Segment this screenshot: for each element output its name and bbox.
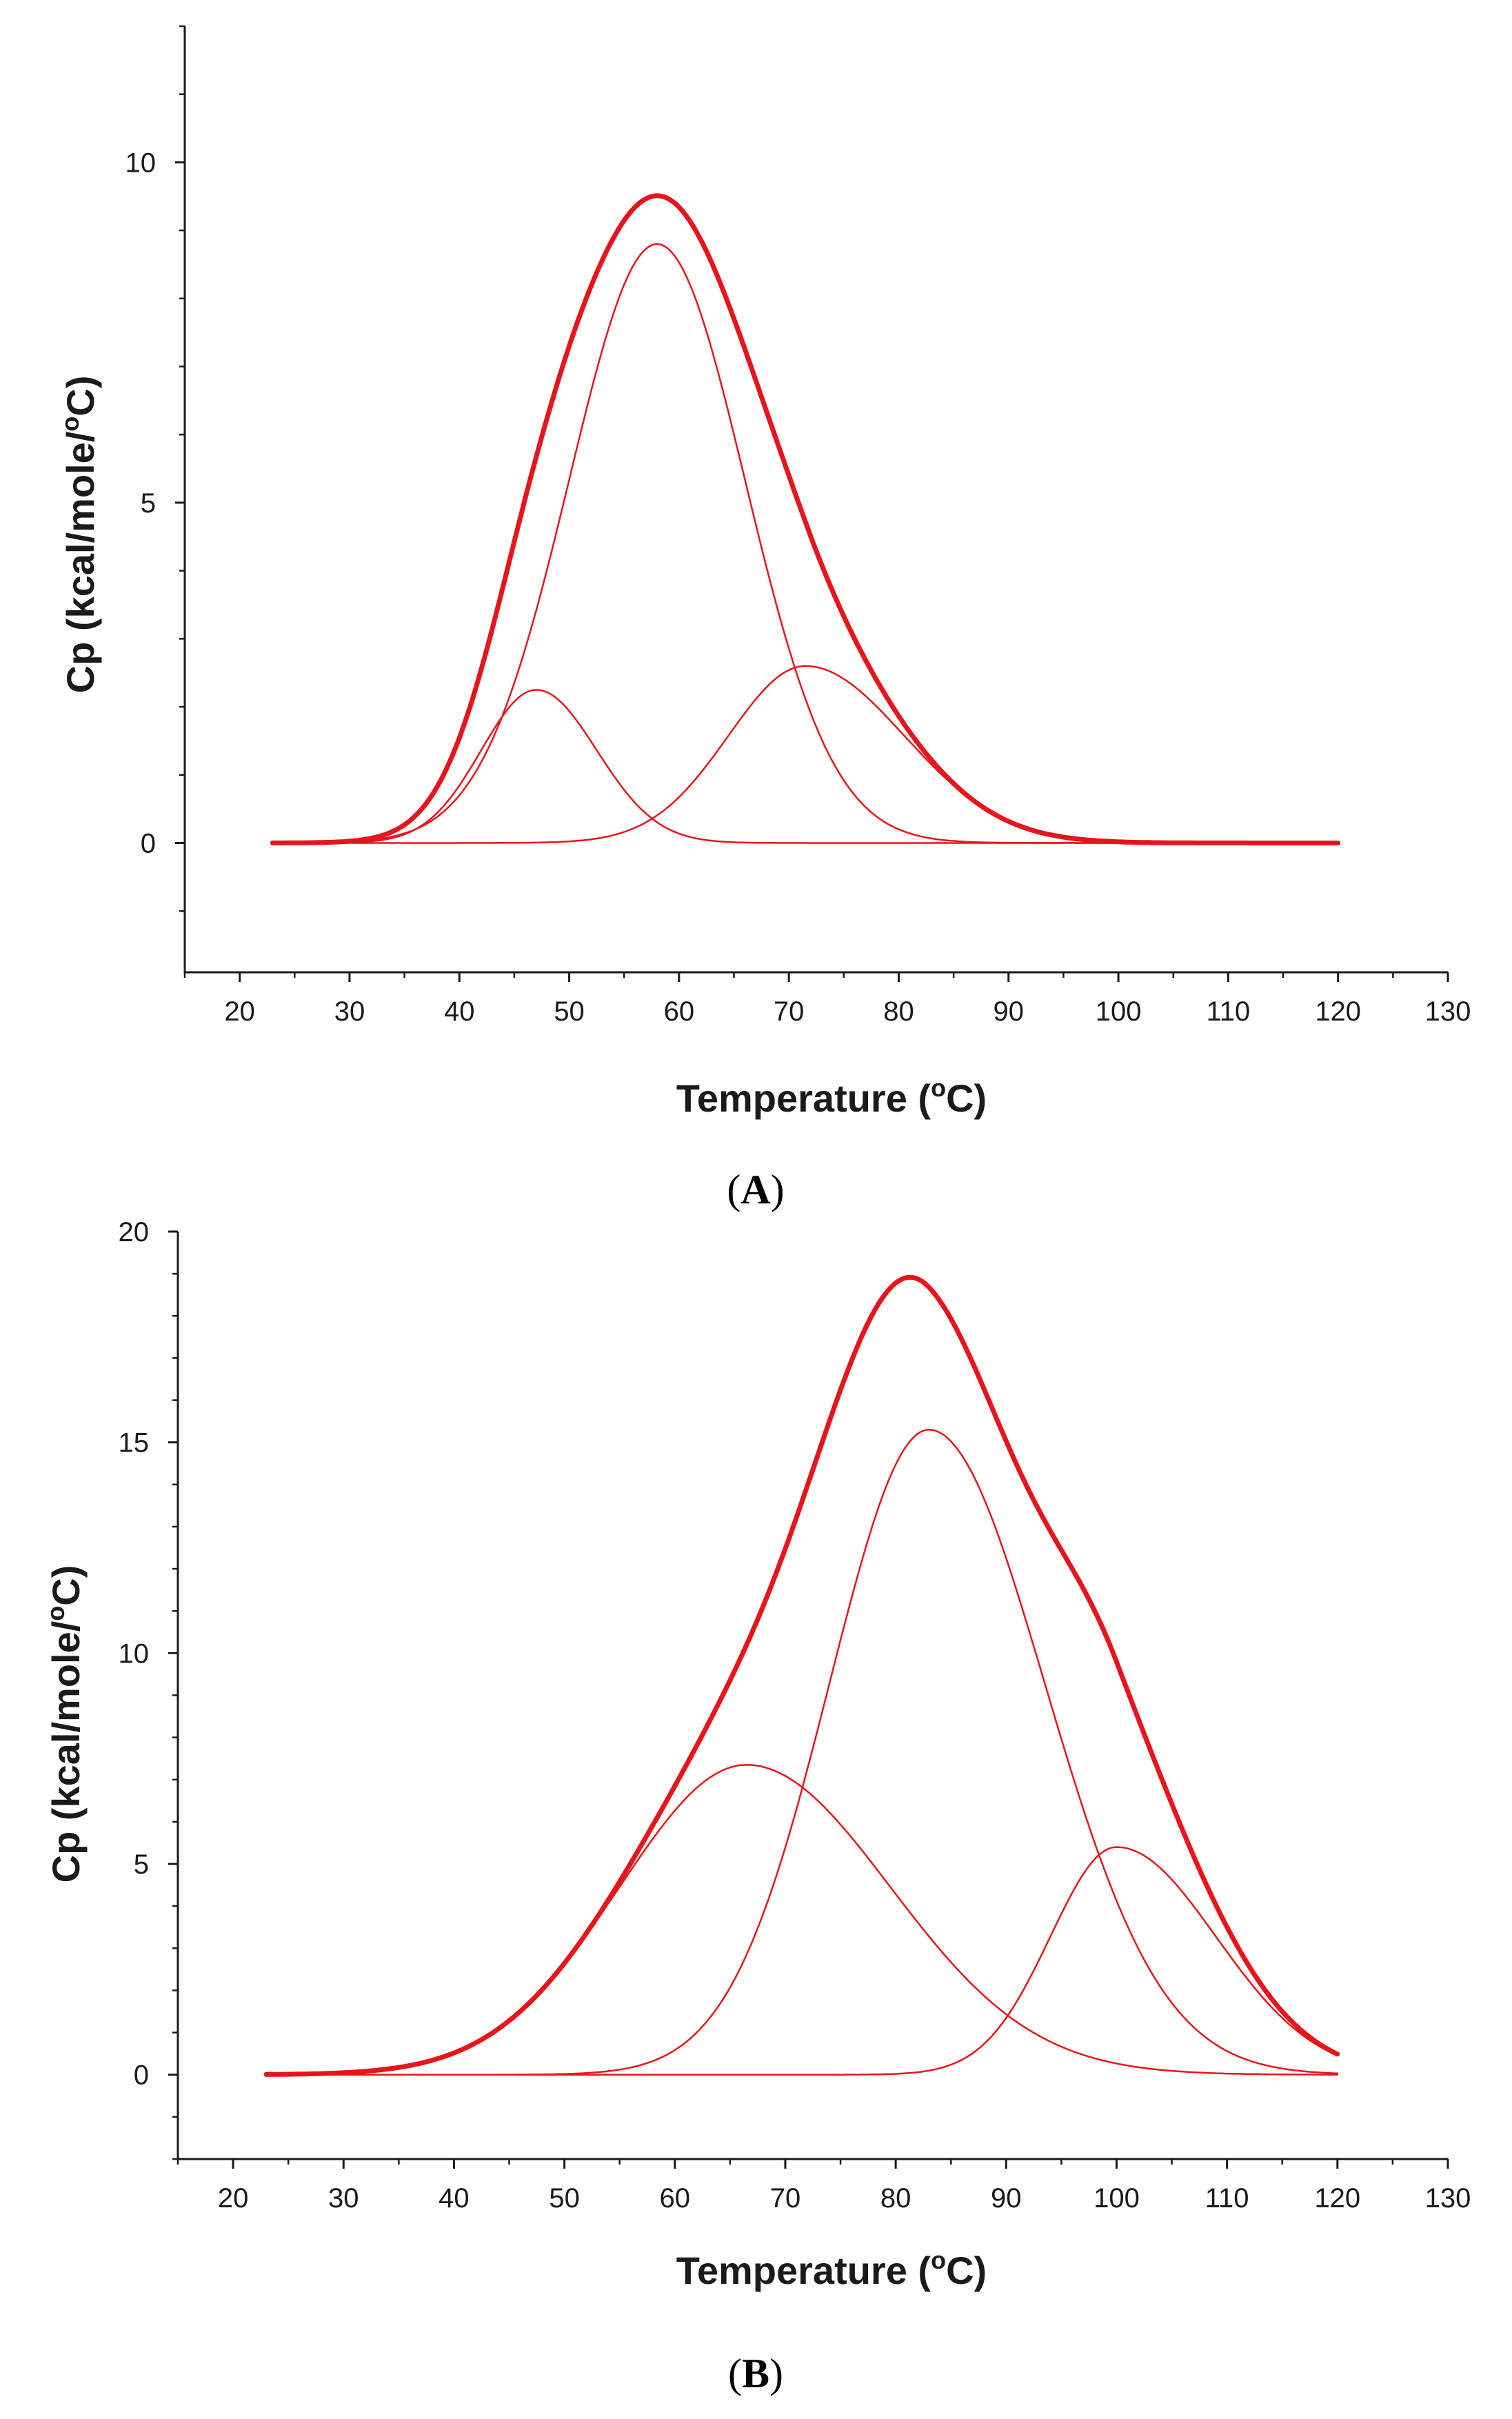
- panel-b-x-tick-label: 130: [1425, 2183, 1471, 2214]
- panel-b-x-tick-label: 70: [770, 2183, 801, 2214]
- panel-a-x-tick-label: 80: [883, 996, 914, 1027]
- panel-b-y-tick-label: 5: [134, 1849, 149, 1880]
- panel-a-label: (A): [727, 1167, 784, 1212]
- panel-a-y-tick-label: 10: [125, 148, 157, 178]
- panel-a-x-tick-label: 120: [1315, 996, 1361, 1027]
- panel-b-component-curve-2: [265, 1429, 1339, 2076]
- panel-b-y-tick-label: 15: [119, 1428, 150, 1458]
- panel-b-plot-area: 20 30 40 50 60 70 80 90 100 110 120 130 0 5 10 15 20: [119, 1217, 1471, 2214]
- panel-b-x-tick-label: 60: [660, 2183, 691, 2214]
- panel-a-x-axis-title: Temperature (oC): [676, 1074, 987, 1120]
- panel-a-x-tick-label: 40: [444, 996, 475, 1027]
- panel-a-x-tick-label: 110: [1207, 996, 1251, 1027]
- panel-a-x-tick-label: 130: [1425, 996, 1471, 1027]
- panel-a-x-tick-label: 20: [224, 996, 255, 1027]
- panel-b-x-tick-label: 30: [328, 2183, 359, 2214]
- panel-b-x-tick-label: 90: [991, 2183, 1022, 2214]
- panel-b-x-axis-title: Temperature (oC): [676, 2246, 987, 2292]
- panel-a-x-tick-label: 30: [334, 996, 365, 1027]
- panel-b-y-axis-title: Cp (kcal/mole/oC): [41, 1565, 88, 1883]
- panel-a-y-tick-label: 0: [141, 828, 156, 859]
- panel-b-label: (B): [728, 2351, 783, 2396]
- panel-b-component-curve-3: [265, 1846, 1339, 2076]
- panel-a-x-tick-label: 60: [664, 996, 695, 1027]
- panel-b-y-tick-label: 10: [119, 1638, 150, 1669]
- panel-b-chart: 20 30 40 50 60 70 80 90 100 110 120 130 0 5 10 15 20 Tem…: [41, 1217, 1471, 2396]
- panel-b-x-tick-label: 100: [1093, 2183, 1140, 2214]
- panel-a-plot-area: 20 30 40 50 60 70 80 90 100 110 120 130 0 5 10: [125, 25, 1471, 1027]
- panel-b-x-tick-label: 40: [439, 2183, 470, 2214]
- panel-a-x-tick-label: 50: [554, 996, 585, 1027]
- panel-b-y-tick-label: 20: [119, 1217, 150, 1247]
- panel-a-chart: 20 30 40 50 60 70 80 90 100 110 120 130 0 5 10 Tempera…: [56, 25, 1471, 1212]
- panel-b-axes: [177, 1232, 1448, 2160]
- panel-a-y-axis-title: Cp (kcal/mole/oC): [56, 376, 102, 694]
- panel-b-x-tick-label: 80: [880, 2183, 911, 2214]
- panel-a-total-curve: [270, 193, 1341, 845]
- panel-b-x-tick-label: 120: [1314, 2183, 1360, 2214]
- panel-a-x-tick-label: 90: [994, 996, 1025, 1027]
- panel-b-x-tick-label: 20: [218, 2183, 249, 2214]
- panel-a-component-curve-2: [272, 243, 1339, 844]
- panel-b-x-tick-label: 50: [549, 2183, 580, 2214]
- panel-a-y-tick-label: 5: [141, 488, 156, 519]
- panel-a-x-tick-label: 100: [1096, 996, 1142, 1027]
- panel-a-x-tick-label: 70: [774, 996, 805, 1027]
- panel-b-total-curve: [263, 1274, 1340, 2077]
- panel-a-axes: [183, 26, 1448, 974]
- panel-b-x-tick-label: 110: [1205, 2183, 1249, 2214]
- panel-b-y-tick-label: 0: [134, 2060, 149, 2091]
